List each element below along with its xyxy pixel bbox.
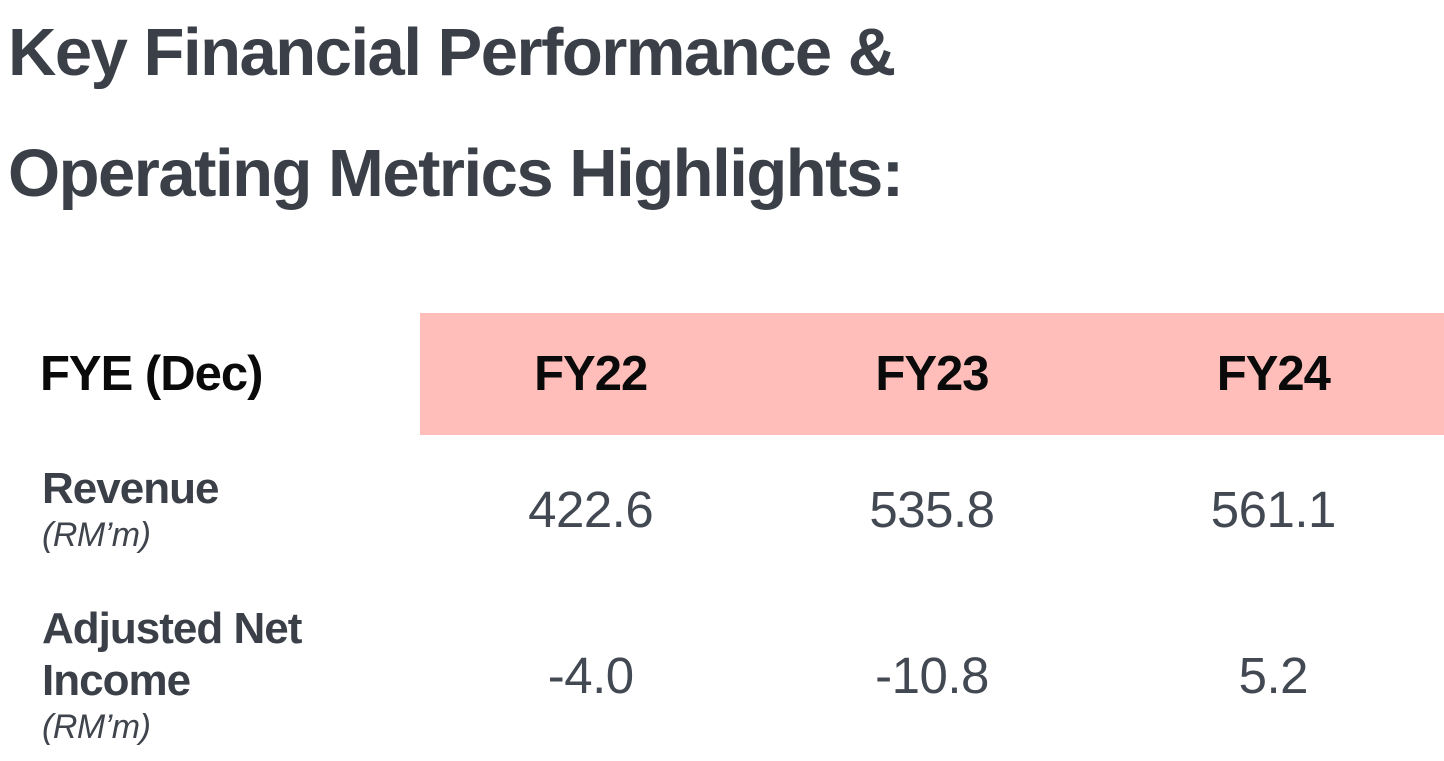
adjusted-net-income-fy23-value: -10.8 (875, 646, 989, 704)
page-title-line-1: Key Financial Performance & (8, 15, 896, 90)
metric-label-revenue: Revenue (RM’m) (0, 463, 420, 555)
page-title: Key Financial Performance & Operating Me… (8, 0, 904, 234)
metric-name: Adjusted Net Income (42, 604, 302, 705)
metric-label-adjusted-net-income: Adjusted Net Income (RM’m) (0, 603, 420, 747)
header-cell-fy23: FY23 (761, 313, 1103, 435)
header-cell-fye: FYE (Dec) (0, 313, 420, 435)
metric-name: Revenue (42, 464, 219, 513)
table-row-revenue: Revenue (RM’m) 422.6 535.8 561.1 (0, 435, 1444, 577)
metric-unit: (RM’m) (42, 708, 151, 746)
revenue-fy24-value: 561.1 (1210, 480, 1337, 538)
revenue-fy22-value: 422.6 (528, 480, 654, 538)
revenue-fy23-value: 535.8 (869, 480, 995, 538)
page-title-line-2: Operating Metrics Highlights: (8, 136, 904, 211)
adjusted-net-income-fy22-value: -4.0 (547, 646, 634, 704)
adjusted-net-income-fy24-value: 5.2 (1238, 646, 1309, 704)
header-cell-fy24: FY24 (1102, 313, 1444, 435)
header-cell-fy22: FY22 (420, 313, 762, 435)
table-header-row: FYE (Dec) FY22 FY23 FY24 (0, 313, 1444, 435)
financial-metrics-table: FYE (Dec) FY22 FY23 FY24 Revenue (RM’m) … (0, 313, 1444, 761)
metric-unit: (RM’m) (42, 516, 151, 554)
table-row-adjusted-net-income: Adjusted Net Income (RM’m) -4.0 -10.8 5.… (0, 577, 1444, 761)
